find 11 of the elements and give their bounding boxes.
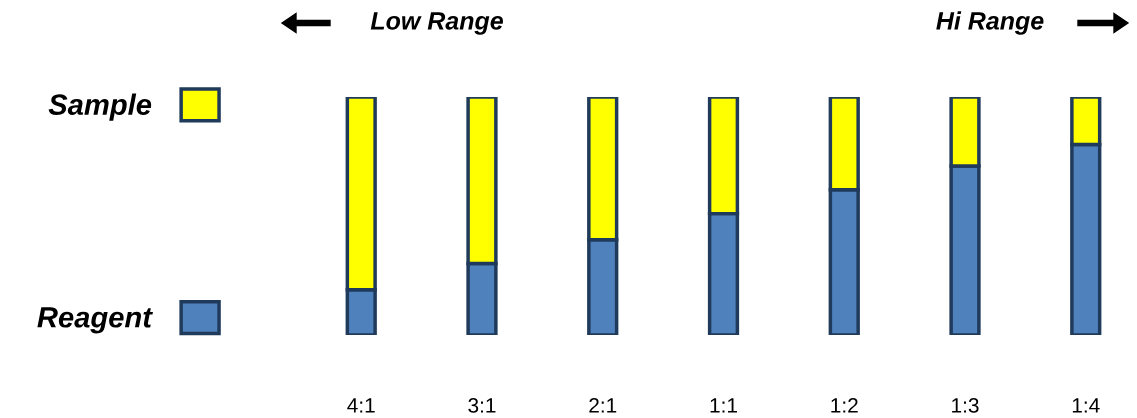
x-tick-label: 1:2	[831, 398, 858, 413]
legend-label: Reagent	[37, 307, 153, 334]
x-tick-label: 2:1	[589, 398, 617, 413]
text: Hi Range	[936, 11, 1044, 35]
legend-label: Sample	[48, 93, 152, 121]
x-tick-label: 1:1	[710, 398, 737, 413]
x-tick-label: 1:4	[1072, 398, 1100, 413]
text: Low Range	[370, 12, 503, 35]
x-tick-label: 1:3	[952, 398, 979, 413]
x-tick-label: 3:1	[468, 398, 496, 413]
x-tick-label: 4:1	[347, 398, 375, 413]
